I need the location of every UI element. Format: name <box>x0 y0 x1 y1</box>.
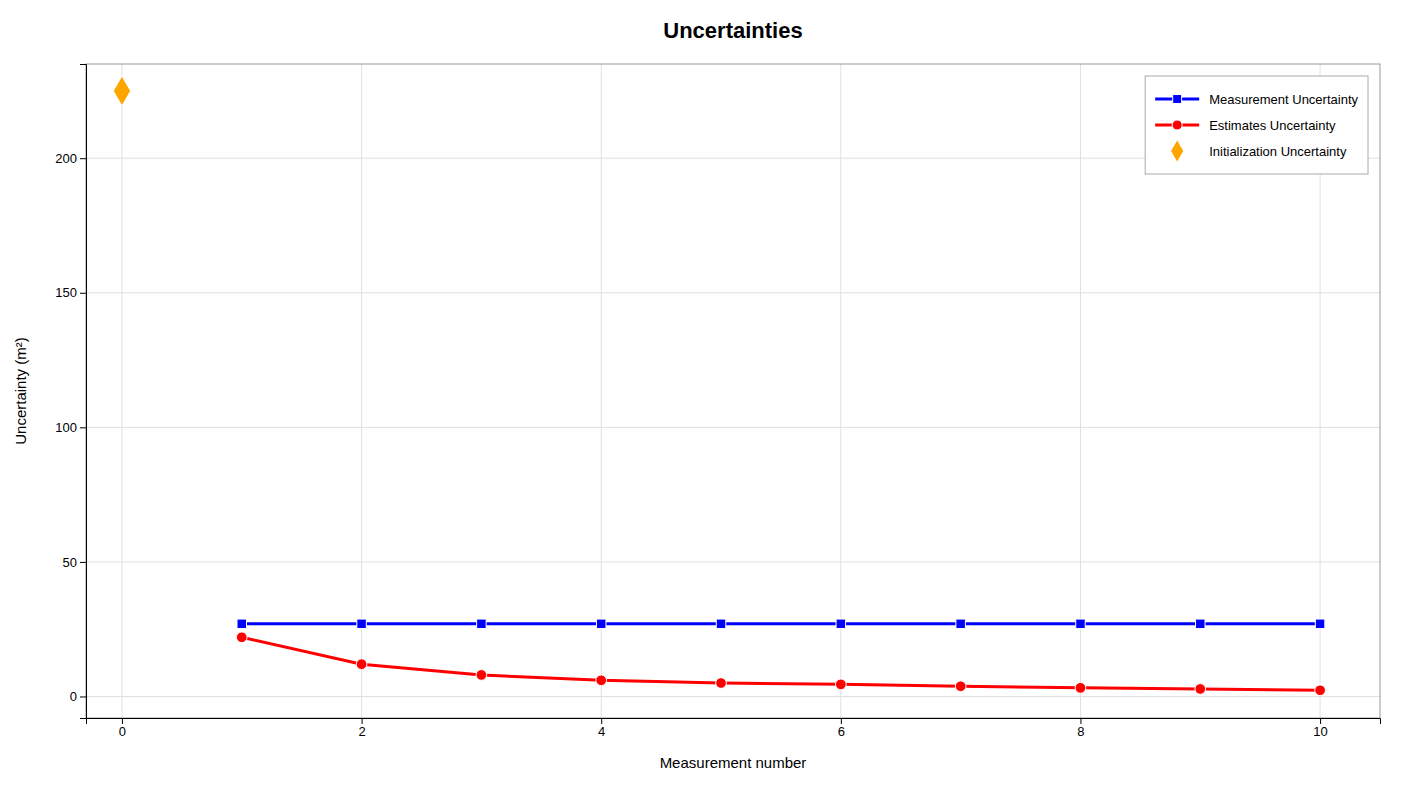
x-tick-mark <box>122 718 123 724</box>
legend-label: Initialization Uncertainty <box>1209 144 1347 159</box>
x-tick-mark <box>601 718 602 724</box>
x-tick-mark <box>841 718 842 724</box>
y-tick-mark <box>80 158 86 159</box>
x-tick: 0 <box>119 718 126 739</box>
data-point <box>716 678 727 689</box>
x-tick-label: 6 <box>838 724 845 739</box>
x-tick-label: 4 <box>598 724 605 739</box>
series-line <box>242 637 1320 690</box>
x-tick-label: 2 <box>358 724 365 739</box>
grid-line <box>121 64 122 718</box>
data-point <box>836 619 845 628</box>
y-tick-mark <box>80 696 86 697</box>
title: Uncertainties <box>663 18 802 43</box>
legend-label: Measurement Uncertainty <box>1209 92 1358 107</box>
y-tick-label: 200 <box>55 151 77 166</box>
legend-swatch <box>1171 140 1184 163</box>
x-tick: 10 <box>1313 718 1327 739</box>
y-tick-mark <box>80 293 86 294</box>
legend-box <box>1145 76 1368 174</box>
data-point <box>1195 684 1206 695</box>
x-tick-label: 10 <box>1313 724 1327 739</box>
grid-line <box>86 292 1380 293</box>
data-point <box>236 632 247 643</box>
legend-item: Initialization Uncertainty <box>1171 140 1347 163</box>
x-tick: 2 <box>358 718 365 739</box>
data-point <box>835 679 846 690</box>
legend-item: Estimates Uncertainty <box>1155 118 1336 133</box>
legend-swatch <box>1173 95 1182 104</box>
y-tick: 200 <box>55 151 86 166</box>
y-tick: 0 <box>70 689 86 704</box>
y-axis: 0 50 100 150 200 <box>55 65 86 719</box>
data-point <box>477 619 486 628</box>
y-axis-title: Uncertainty (m²) <box>12 337 29 445</box>
data-point <box>956 619 965 628</box>
x-tick-mark <box>362 718 363 724</box>
legend-label: Estimates Uncertainty <box>1209 118 1336 133</box>
axis-line <box>80 65 87 719</box>
grid-line <box>86 427 1380 428</box>
data-point <box>596 619 605 628</box>
x-axis: 0 2 4 6 8 10 <box>87 718 1381 739</box>
x-tick-mark <box>1320 718 1321 724</box>
x-tick: 6 <box>838 718 845 739</box>
grid-line <box>86 696 1380 697</box>
y-tick-label: 100 <box>55 420 77 435</box>
y-tick-label: 150 <box>55 285 77 300</box>
y-tick-mark <box>80 427 86 428</box>
data-point <box>1196 619 1205 628</box>
x-tick: 4 <box>598 718 605 739</box>
legend-swatch <box>1172 120 1182 130</box>
y-tick-label: 50 <box>63 555 77 570</box>
y-tick: 150 <box>55 285 86 300</box>
data-point <box>237 619 246 628</box>
x-tick-label: 0 <box>119 724 126 739</box>
y-tick: 50 <box>63 555 86 570</box>
data-point <box>476 670 487 681</box>
data-point <box>1075 683 1086 694</box>
data-point <box>356 659 367 670</box>
y-tick: 100 <box>55 420 86 435</box>
x-tick: 8 <box>1077 718 1084 739</box>
data-point <box>716 619 725 628</box>
series-line <box>242 622 1320 625</box>
series <box>113 76 130 106</box>
data-point <box>1315 619 1324 628</box>
y-tick-mark <box>80 562 86 563</box>
x-tick-label: 8 <box>1077 724 1084 739</box>
data-point <box>357 619 366 628</box>
data-point <box>1076 619 1085 628</box>
plot-area: 0246810050100150200Measurement Uncertain… <box>55 64 1380 739</box>
marks <box>113 76 1325 696</box>
grid <box>86 64 1380 718</box>
legend-item: Measurement Uncertainty <box>1155 92 1358 107</box>
series <box>237 619 1325 628</box>
x-axis-title: Measurement number <box>660 754 807 771</box>
plot-frame <box>86 64 1380 718</box>
data-point <box>113 76 130 106</box>
y-tick-label: 0 <box>70 689 77 704</box>
grid-line <box>86 561 1380 562</box>
legend: Measurement Uncertainty Estimates Uncerta… <box>1145 76 1368 174</box>
chart: 0246810050100150200Measurement Uncertain… <box>0 0 1410 790</box>
series <box>236 632 1325 696</box>
x-tick-mark <box>1080 718 1081 724</box>
data-point <box>955 681 966 692</box>
axis-line <box>87 719 1381 725</box>
data-point <box>596 675 607 686</box>
data-point <box>1315 685 1326 696</box>
